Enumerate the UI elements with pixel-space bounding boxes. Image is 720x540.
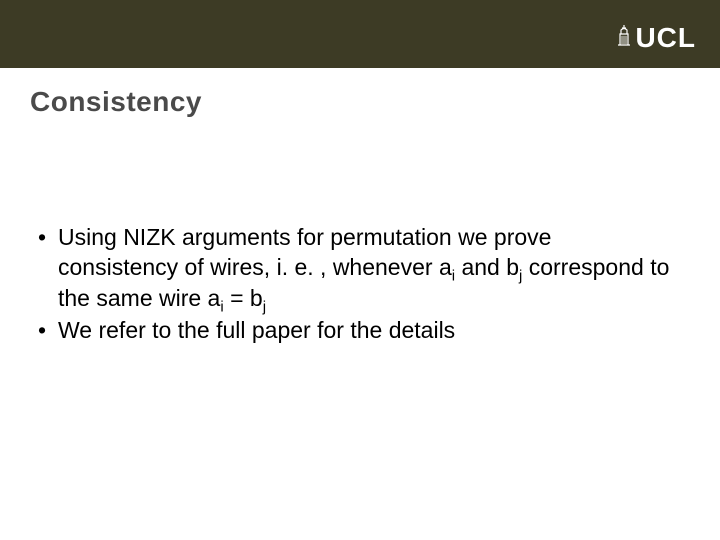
ucl-logo: UCL — [617, 24, 696, 52]
slide-title: Consistency — [30, 86, 202, 118]
bullet-list: Using NIZK arguments for permutation we … — [36, 222, 676, 345]
dome-icon — [617, 25, 631, 47]
list-item: Using NIZK arguments for permutation we … — [36, 222, 676, 313]
bullet-text: We refer to the full paper for the detai… — [58, 317, 455, 343]
bullet-text: and b — [455, 254, 519, 280]
logo-text: UCL — [635, 24, 696, 52]
slide: UCL Consistency Using NIZK arguments for… — [0, 0, 720, 540]
bullet-text: = b — [224, 285, 263, 311]
list-item: We refer to the full paper for the detai… — [36, 315, 676, 345]
header-bar — [0, 0, 720, 68]
slide-body: Using NIZK arguments for permutation we … — [36, 222, 676, 347]
subscript: j — [263, 298, 266, 315]
